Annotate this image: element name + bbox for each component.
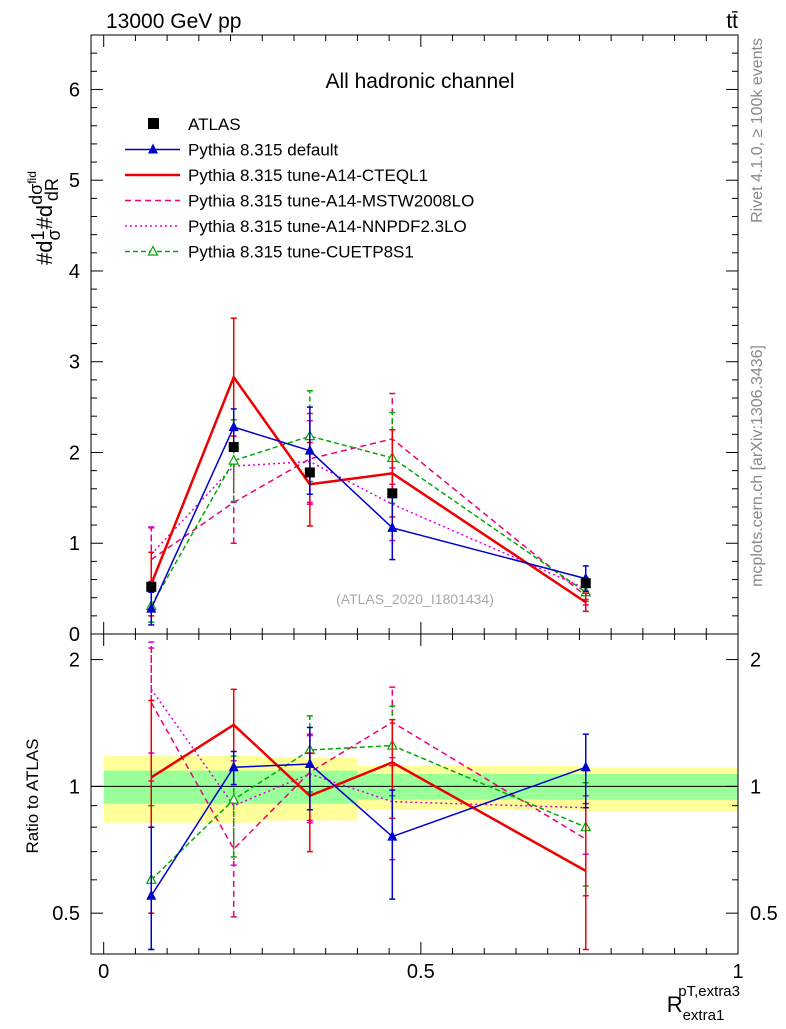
series-line — [150, 435, 587, 607]
data-point-square — [146, 581, 157, 592]
data-point-square — [580, 578, 591, 589]
ratio-tick-label-right: 2 — [750, 650, 761, 672]
data-point-triangle — [387, 521, 398, 532]
ratio-y-axis-label: Ratio to ATLAS — [23, 739, 42, 854]
y-tick-label: 0 — [69, 624, 80, 646]
energy-label: 13000 GeV pp — [106, 10, 241, 33]
series-pythia-8-315-tune-a14-nnpdf2-3lo — [148, 419, 589, 601]
legend: ATLAS Pythia 8.315 default Pythia 8.315 tu… — [125, 115, 474, 262]
legend-entry: Pythia 8.315 default — [125, 141, 339, 160]
legend-label: Pythia 8.315 tune-A14-MSTW2008LO — [188, 192, 474, 211]
series-line — [150, 744, 587, 881]
ratio-tick-label-right: 1 — [750, 776, 761, 798]
data-point-triangle-open — [228, 793, 240, 804]
legend-entry: Pythia 8.315 tune-CUETP8S1 — [125, 243, 414, 262]
legend-entry: Pythia 8.315 tune-A14-MSTW2008LO — [125, 192, 474, 211]
y-tick-label: 2 — [69, 442, 80, 464]
series-pythia-8-315-tune-a14-cteql1 — [148, 317, 589, 617]
legend-entry: Pythia 8.315 tune-A14-NNPDF2.3LO — [125, 217, 467, 236]
data-point-triangle — [228, 761, 239, 772]
legend-marker-triangle — [148, 143, 158, 154]
legend-marker-square — [148, 118, 159, 129]
series-line — [150, 438, 587, 597]
analysis-label: (ATLAS_2020_I1801434) — [336, 591, 494, 607]
ratio-plot-panel: 0 0.5 1 0.5 0.5 1 1 2 2 — [52, 633, 778, 983]
legend-entry: ATLAS — [148, 115, 241, 134]
data-point-triangle — [304, 758, 315, 769]
ratio-tick-label: 1 — [69, 776, 80, 798]
data-point-triangle — [304, 444, 315, 455]
series-line — [150, 460, 587, 590]
y-tick-label: 6 — [69, 79, 80, 101]
ratio-tick-label-right: 0.5 — [750, 903, 778, 925]
data-point-triangle — [146, 889, 157, 900]
series-line — [150, 702, 587, 851]
data-point-triangle — [228, 421, 239, 432]
mcplots-label: mcplots.cern.ch [arXiv:1306.3436] — [749, 345, 766, 587]
series-pythia-8-315-tune-a14-nnpdf2-3lo — [148, 641, 589, 866]
series-atlas-data — [146, 442, 591, 592]
x-tick-label: 0.5 — [407, 961, 435, 983]
main-plot-panel: 0 1 2 3 4 5 6 All hadronic channel (ATLAS_2020… — [69, 34, 739, 646]
series-pythia-8-315-tune-cuetp8s1 — [145, 705, 592, 951]
series-pythia-8-315-default — [146, 726, 591, 951]
svg-text:#d1σ#ddσfiddR: #d1σ#ddσfiddR — [25, 171, 64, 265]
y-tick-label: 5 — [69, 170, 80, 192]
data-point-triangle — [580, 761, 591, 772]
x-axis-label: Rextra1pT,extra3 — [667, 983, 740, 1024]
main-y-axis-label: #d1σ#ddσfiddR — [25, 171, 64, 265]
series-line — [150, 426, 586, 609]
ratio-plot-frame — [90, 633, 739, 955]
data-point-triangle — [387, 830, 398, 841]
data-point-triangle-open — [228, 454, 240, 465]
data-point-triangle — [146, 602, 157, 613]
data-point-square — [387, 488, 398, 499]
process-label: tt̄ — [726, 10, 738, 33]
x-tick-label: 0 — [98, 961, 109, 983]
svg-text:Rextra1pT,extra3: Rextra1pT,extra3 — [667, 983, 740, 1024]
ratio-tick-label: 0.5 — [52, 903, 80, 925]
legend-marker-triangle-open — [147, 245, 159, 256]
legend-label: Pythia 8.315 tune-CUETP8S1 — [188, 243, 414, 262]
series-line — [150, 374, 587, 604]
channel-label: All hadronic channel — [325, 70, 514, 93]
ratio-tick-label: 2 — [69, 650, 80, 672]
ratio-band-inner — [103, 770, 263, 804]
series-pythia-8-315-default — [146, 406, 591, 626]
data-point-square — [304, 467, 315, 478]
legend-label: Pythia 8.315 default — [188, 141, 339, 160]
y-tick-label: 3 — [69, 352, 80, 374]
legend-label: Pythia 8.315 tune-A14-NNPDF2.3LO — [188, 217, 467, 236]
y-tick-label: 1 — [69, 533, 80, 555]
rivet-label: Rivet 4.1.0, ≥ 100k events — [749, 38, 766, 223]
y-tick-label: 4 — [69, 261, 80, 283]
legend-entry: Pythia 8.315 tune-A14-CTEQL1 — [125, 166, 428, 185]
x-tick-label: 1 — [732, 961, 743, 983]
legend-label: ATLAS — [188, 115, 241, 134]
data-point-square — [228, 442, 239, 453]
legend-label: Pythia 8.315 tune-A14-CTEQL1 — [188, 166, 428, 185]
